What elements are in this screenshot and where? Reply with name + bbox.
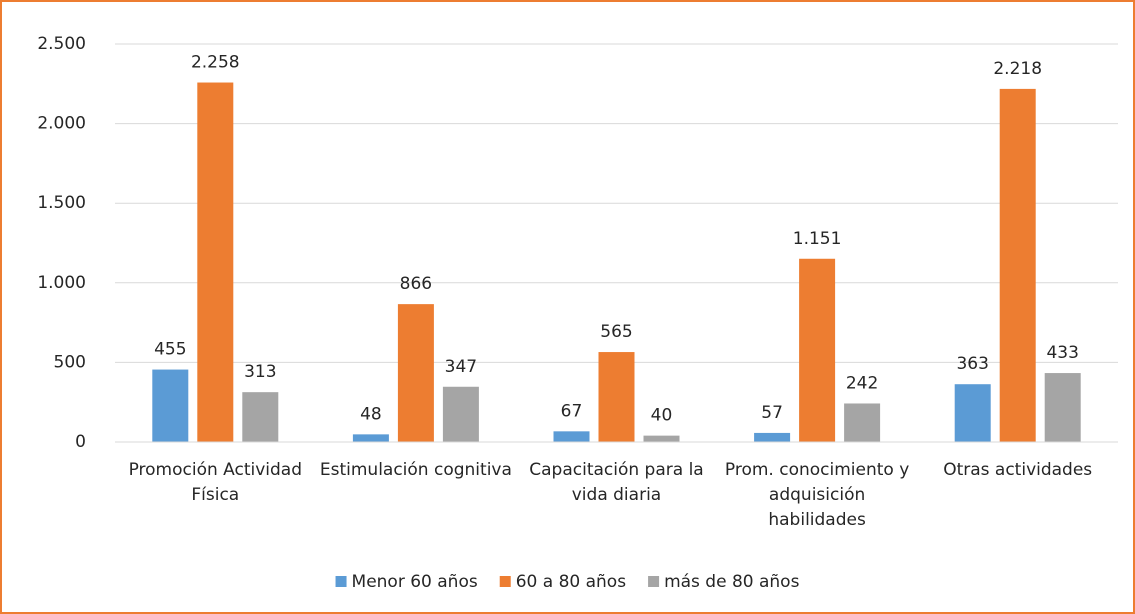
data-label: 48: [360, 404, 382, 424]
data-label: 1.151: [793, 229, 842, 249]
bar: [553, 431, 590, 442]
data-label: 67: [561, 401, 583, 421]
x-tick-label: Estimulación cognitiva: [319, 460, 512, 480]
y-tick-label: 2.500: [37, 34, 86, 54]
data-label: 455: [154, 340, 186, 360]
bar: [799, 258, 836, 442]
legend-swatch: [335, 576, 347, 587]
x-tick-label: Promoción Actividad Física: [128, 460, 303, 505]
bar: [152, 369, 189, 442]
bar: [1044, 373, 1081, 442]
x-tick-label: Capacitación para la vida diaria: [529, 460, 704, 505]
bar: [643, 435, 680, 442]
y-tick-label: 500: [54, 352, 86, 372]
data-label: 40: [651, 406, 673, 426]
bar: [242, 392, 279, 442]
data-label: 363: [956, 354, 988, 374]
bar: [442, 386, 479, 442]
x-tick-label: Otras actividades: [943, 460, 1093, 480]
data-label: 866: [400, 274, 432, 294]
bar: [598, 352, 635, 442]
data-label: 433: [1046, 343, 1078, 363]
y-tick-label: 1.000: [37, 273, 86, 293]
legend-swatch: [499, 576, 511, 587]
bar: [954, 384, 991, 442]
y-tick-label: 1.500: [37, 193, 86, 213]
data-label: 2.258: [191, 53, 240, 73]
legend-label: 60 a 80 años: [516, 572, 626, 592]
legend-label: más de 80 años: [664, 572, 800, 592]
bar: [999, 88, 1036, 442]
data-label: 313: [244, 362, 276, 382]
data-label: 347: [445, 357, 477, 377]
bar: [197, 82, 234, 442]
bar: [397, 304, 434, 442]
data-label: 2.218: [993, 59, 1042, 79]
bar: [754, 432, 791, 442]
bar: [352, 434, 389, 442]
bar: [844, 403, 881, 442]
y-tick-label: 0: [75, 432, 86, 452]
data-label: 57: [761, 403, 783, 423]
legend-swatch: [648, 576, 660, 587]
data-label: 242: [846, 373, 878, 393]
legend-label: Menor 60 años: [352, 572, 478, 592]
x-tick-label: Prom. conocimiento y adquisición habilid…: [724, 460, 910, 530]
data-label: 565: [600, 322, 632, 342]
y-tick-label: 2.000: [37, 114, 86, 134]
